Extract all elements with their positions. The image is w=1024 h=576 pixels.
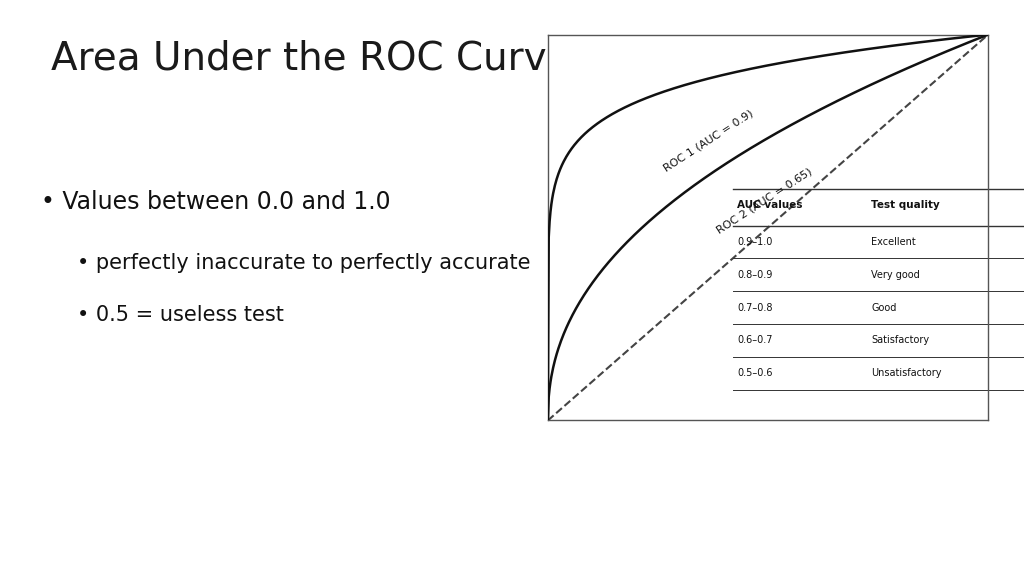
Text: 0.9–1.0: 0.9–1.0 xyxy=(737,237,772,247)
Text: Good: Good xyxy=(871,302,897,313)
Text: Excellent: Excellent xyxy=(871,237,916,247)
Text: AUC values: AUC values xyxy=(737,200,803,210)
Text: • 0.5 = useless test: • 0.5 = useless test xyxy=(77,305,284,325)
Text: ROC 2 (AUC = 0.65): ROC 2 (AUC = 0.65) xyxy=(715,166,814,235)
Text: Unsatisfactory: Unsatisfactory xyxy=(871,368,942,378)
Text: • Values between 0.0 and 1.0: • Values between 0.0 and 1.0 xyxy=(41,190,390,214)
Text: 0.8–0.9: 0.8–0.9 xyxy=(737,270,772,280)
Text: Area Under the ROC Curve (AUC): Area Under the ROC Curve (AUC) xyxy=(51,40,695,78)
Text: • perfectly inaccurate to perfectly accurate: • perfectly inaccurate to perfectly accu… xyxy=(77,253,530,274)
Text: ROC 1 (AUC = 0.9): ROC 1 (AUC = 0.9) xyxy=(663,108,756,173)
Text: 0.6–0.7: 0.6–0.7 xyxy=(737,335,773,346)
Text: Satisfactory: Satisfactory xyxy=(871,335,930,346)
Text: Test quality: Test quality xyxy=(871,200,940,210)
Text: Very good: Very good xyxy=(871,270,921,280)
Text: 0.7–0.8: 0.7–0.8 xyxy=(737,302,773,313)
Text: 0.5–0.6: 0.5–0.6 xyxy=(737,368,773,378)
